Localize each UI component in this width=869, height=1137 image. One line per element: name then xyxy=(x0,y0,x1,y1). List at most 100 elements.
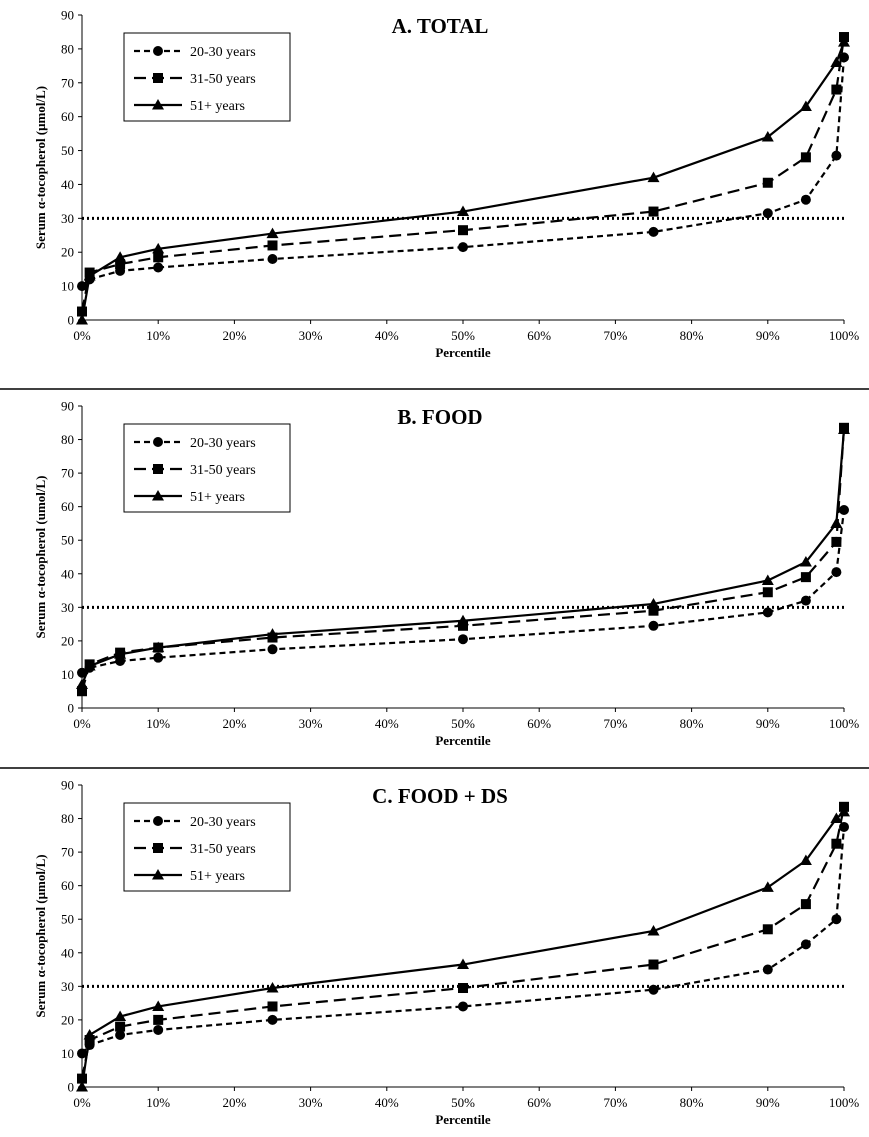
data-point-31-50 xyxy=(77,686,87,697)
data-point-20-30 xyxy=(831,150,842,161)
legend-marker-20-30 xyxy=(153,46,163,56)
y-tick-label: 70 xyxy=(61,75,74,90)
y-tick-label: 0 xyxy=(68,701,75,716)
y-tick-label: 90 xyxy=(61,399,74,414)
data-point-31-50 xyxy=(115,1021,126,1032)
x-tick-label: 100% xyxy=(829,1095,860,1110)
chart-panel-a: 0 10 20 30 40 50 60 70 80 90 0% 10% 20% 30% 40% 50% 60% 7… xyxy=(33,8,859,361)
x-tick-label: 30% xyxy=(299,716,323,731)
x-tick-label: 90% xyxy=(756,328,780,343)
data-point-31-50 xyxy=(831,536,842,547)
data-point-20-30 xyxy=(77,281,87,292)
y-tick-label: 70 xyxy=(61,845,74,860)
y-tick-label: 10 xyxy=(61,279,74,294)
data-point-20-30 xyxy=(153,262,164,273)
data-point-20-30 xyxy=(648,984,659,995)
x-tick-label: 40% xyxy=(375,716,399,731)
data-point-51plus xyxy=(838,423,850,434)
y-tick-label: 40 xyxy=(61,566,74,581)
data-point-51plus xyxy=(76,678,88,690)
x-tick-label: 50% xyxy=(451,1095,475,1110)
data-point-20-30 xyxy=(762,607,773,618)
data-point-31-50 xyxy=(762,177,773,188)
legend: 20-30 years 31-50 years 51+ years xyxy=(123,802,291,892)
data-point-51plus xyxy=(647,171,660,183)
x-tick-label: 60% xyxy=(527,1095,551,1110)
x-tick-label: 70% xyxy=(603,1095,627,1110)
y-tick-label: 40 xyxy=(61,945,74,960)
x-tick-label: 0% xyxy=(73,1095,91,1110)
data-point-51plus xyxy=(266,982,279,993)
y-tick-label: 30 xyxy=(61,600,74,615)
data-point-20-30 xyxy=(458,634,468,645)
data-point-31-50 xyxy=(648,959,659,970)
data-point-20-30 xyxy=(839,821,849,832)
x-tick-label: 100% xyxy=(829,716,860,731)
data-point-31-50 xyxy=(267,1001,278,1012)
data-point-20-30 xyxy=(77,1048,87,1059)
data-point-51plus xyxy=(83,660,96,671)
x-tick-label: 80% xyxy=(680,1095,704,1110)
data-point-51plus xyxy=(647,924,660,936)
x-axis-title: Percentile xyxy=(435,345,491,360)
y-tick-label: 10 xyxy=(61,1046,74,1061)
y-tick-label: 70 xyxy=(61,466,74,481)
data-point-31-50 xyxy=(648,605,659,616)
y-tick-label: 90 xyxy=(61,8,74,23)
legend-marker-51plus xyxy=(152,869,164,880)
data-point-31-50 xyxy=(115,259,126,270)
x-tick-label: 10% xyxy=(146,716,170,731)
x-tick-label: 10% xyxy=(146,328,170,343)
data-point-31-50 xyxy=(77,1073,87,1084)
legend-box xyxy=(123,423,291,513)
data-point-20-30 xyxy=(153,1024,164,1035)
data-point-51plus xyxy=(761,881,774,892)
x-tick-label: 20% xyxy=(222,328,246,343)
legend-label-51plus: 51+ years xyxy=(190,869,245,884)
y-tick-label: 10 xyxy=(61,667,74,682)
legend-box xyxy=(123,802,291,892)
data-point-51plus xyxy=(457,205,469,217)
legend-marker-51plus xyxy=(152,99,164,110)
legend: 20-30 years 31-50 years 51+ years xyxy=(123,32,291,122)
data-point-20-30 xyxy=(839,505,849,516)
data-point-31-50 xyxy=(153,252,164,263)
x-tick-label: 0% xyxy=(73,716,91,731)
data-point-51plus xyxy=(76,1081,88,1092)
data-point-20-30 xyxy=(831,567,842,578)
data-point-31-50 xyxy=(267,240,278,251)
x-tick-label: 40% xyxy=(375,328,399,343)
data-point-51plus xyxy=(152,641,165,653)
y-axis-title: Serum α-tocopherol (μmol/L) xyxy=(33,854,48,1017)
y-tick-label: 30 xyxy=(61,211,74,226)
x-tick-label: 80% xyxy=(680,328,704,343)
legend-label-51plus: 51+ years xyxy=(190,490,245,505)
data-point-20-30 xyxy=(648,226,659,237)
legend-marker-31-50 xyxy=(153,73,163,83)
x-tick-label: 0% xyxy=(73,328,91,343)
data-point-51plus xyxy=(266,227,279,239)
chart-title: B. FOOD xyxy=(397,405,482,429)
data-point-51plus xyxy=(761,574,774,585)
y-tick-label: 50 xyxy=(61,533,74,548)
series-line-20-30 xyxy=(81,826,846,1055)
data-point-20-30 xyxy=(267,644,278,655)
data-point-20-30 xyxy=(800,595,811,606)
x-tick-label: 70% xyxy=(603,716,627,731)
x-tick-label: 10% xyxy=(146,1095,170,1110)
data-point-51plus xyxy=(76,314,88,325)
data-point-51plus xyxy=(152,1000,165,1011)
data-point-51plus xyxy=(266,628,279,639)
x-tick-label: 80% xyxy=(680,716,704,731)
y-axis-title: Serum α-tocopherol (umol/L) xyxy=(33,475,48,638)
x-tick-label: 70% xyxy=(603,328,627,343)
data-point-51plus xyxy=(761,131,774,142)
data-point-20-30 xyxy=(267,1014,278,1025)
data-point-20-30 xyxy=(153,652,164,663)
data-point-20-30 xyxy=(762,964,773,975)
y-tick-label: 20 xyxy=(61,245,74,260)
data-point-31-50 xyxy=(77,306,87,317)
data-point-51plus xyxy=(457,958,469,970)
